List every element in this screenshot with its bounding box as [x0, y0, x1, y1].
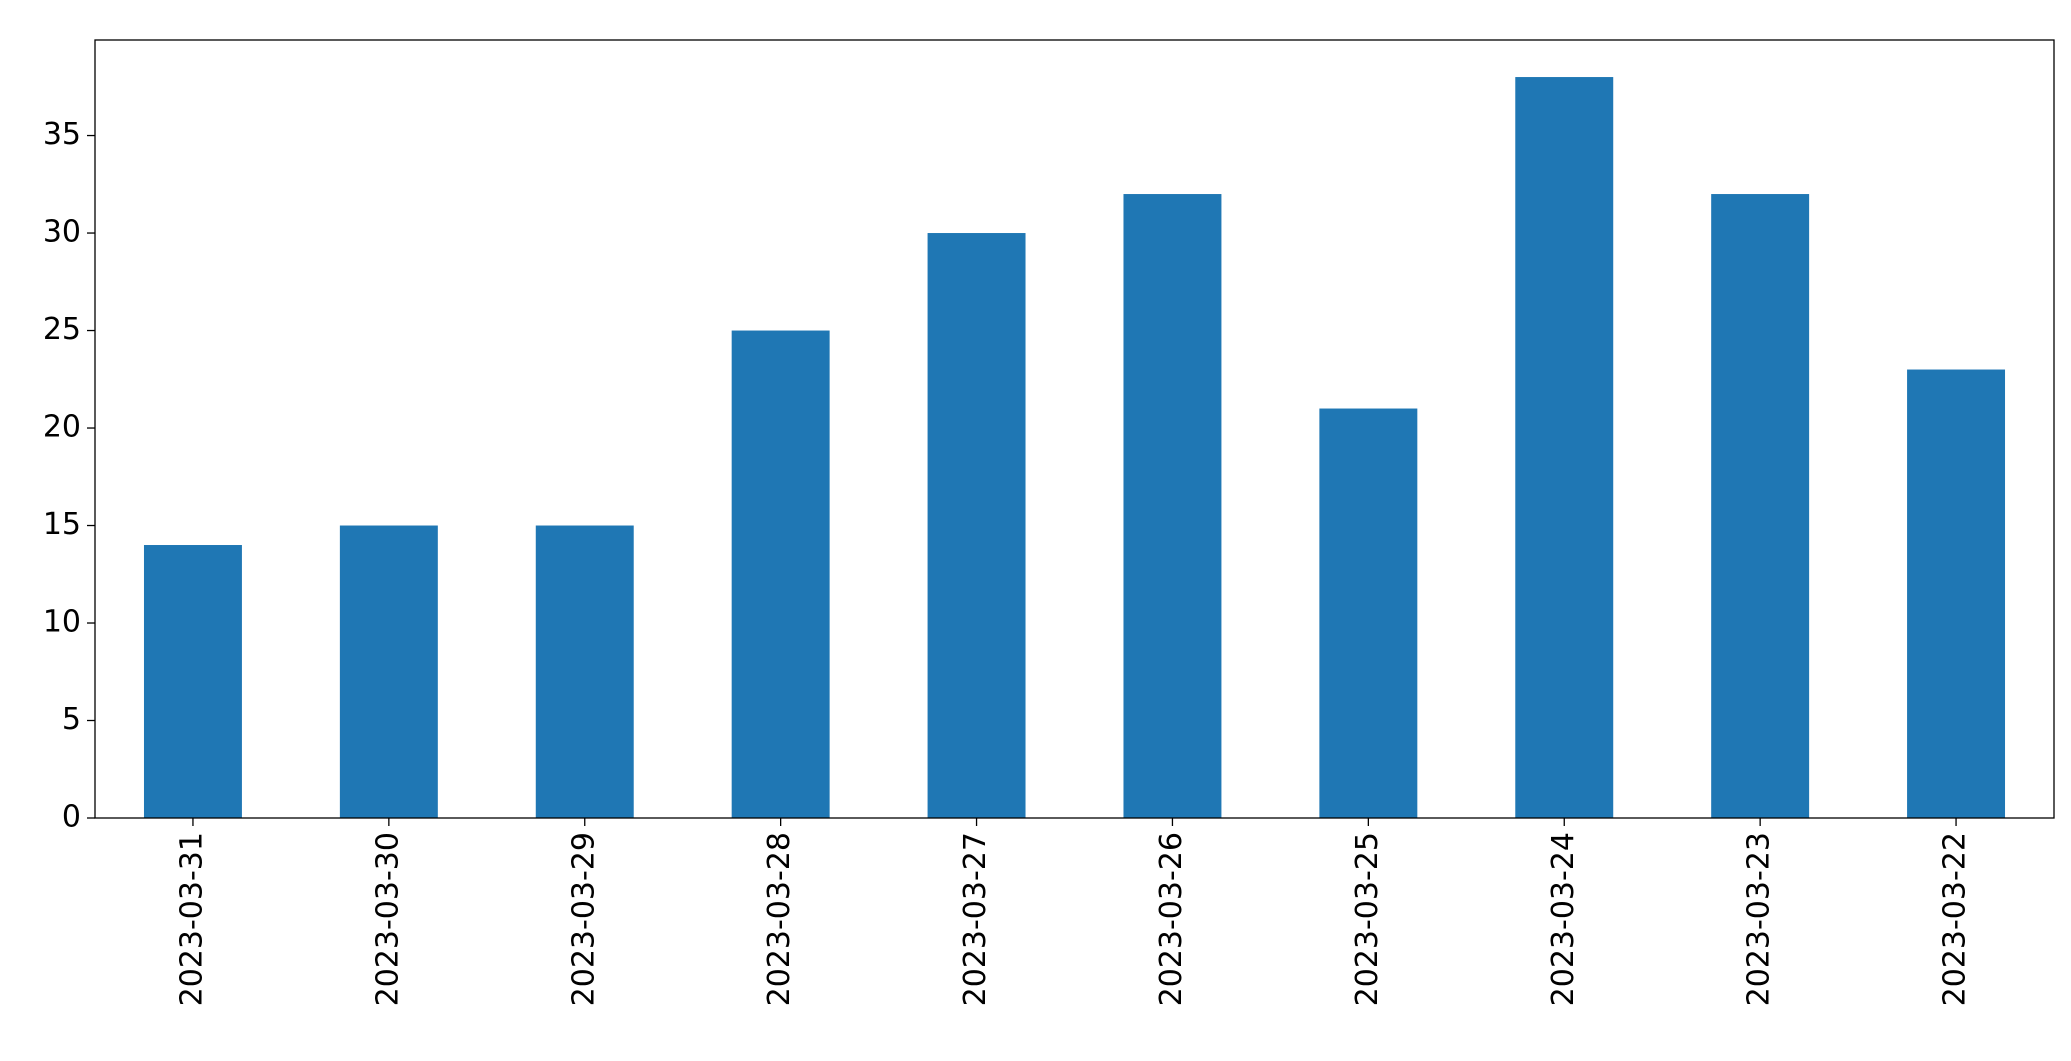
y-tick-label: 10: [43, 605, 81, 640]
x-tick-label: 2023-03-24: [1546, 832, 1581, 1006]
y-tick-label: 25: [43, 312, 81, 347]
x-tick-label: 2023-03-22: [1938, 832, 1973, 1006]
plot-frame: [94, 39, 2055, 819]
y-tick-label: 15: [43, 507, 81, 542]
bar: [1515, 77, 1614, 819]
x-tick-label: 2023-03-30: [370, 832, 405, 1006]
x-tick-label: 2023-03-27: [958, 832, 993, 1006]
y-tick-label: 5: [62, 702, 81, 737]
y-tick-label: 20: [43, 410, 81, 445]
y-tick-label: 30: [43, 215, 81, 250]
bar: [143, 545, 242, 818]
bar: [535, 525, 634, 818]
x-tick-label: 2023-03-23: [1742, 832, 1777, 1006]
bar: [1711, 194, 1810, 818]
x-tick-label: 2023-03-31: [174, 832, 209, 1006]
x-tick-label: 2023-03-25: [1350, 832, 1385, 1006]
y-tick-label: 35: [43, 117, 81, 152]
x-tick-label: 2023-03-28: [762, 832, 797, 1006]
y-tick-label: 0: [62, 800, 81, 835]
x-tick-label: 2023-03-26: [1154, 832, 1189, 1006]
bar: [1123, 194, 1222, 818]
bar: [1319, 408, 1418, 818]
x-tick-label: 2023-03-29: [566, 832, 601, 1006]
bar: [927, 233, 1026, 818]
bar: [731, 330, 830, 818]
bar: [339, 525, 438, 818]
bar: [1907, 369, 2006, 818]
